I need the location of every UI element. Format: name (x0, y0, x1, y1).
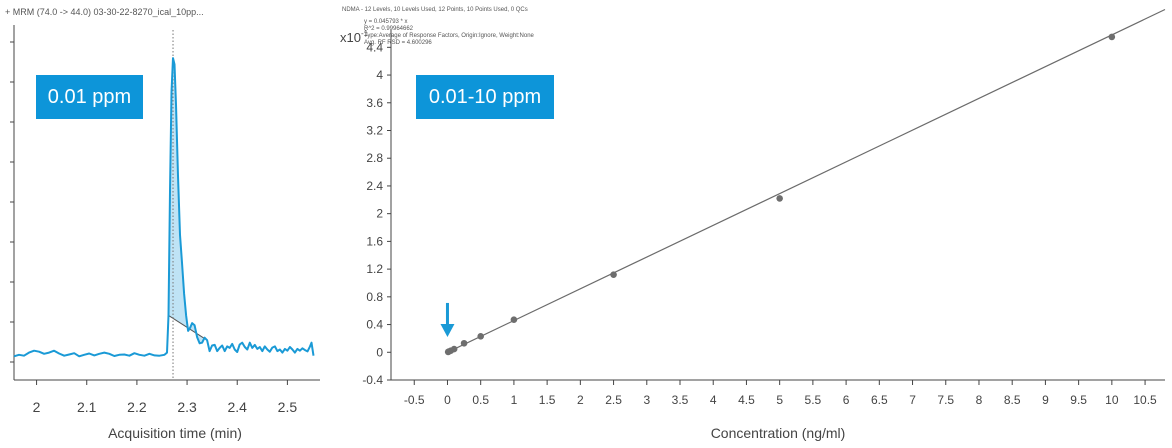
calibration-x-tick-label: 3.5 (672, 393, 689, 407)
chromatogram-x-axis-label: Acquisition time (min) (108, 425, 242, 441)
arrow-marker-head (440, 323, 455, 337)
y-multiplier-exponent: -1 (361, 29, 369, 38)
calibration-x-tick-label: 10.5 (1133, 393, 1157, 407)
calibration-x-tick-label: 6 (843, 393, 850, 407)
calibration-y-tick-label: 4 (376, 68, 383, 82)
calibration-point (477, 333, 484, 340)
y-multiplier: x10-1 (340, 29, 369, 45)
chromatogram-x-tick-label: 2.3 (177, 399, 197, 415)
calibration-point (460, 339, 468, 347)
calibration-x-tick-label: 5.5 (805, 393, 822, 407)
fit-equation: y = 0.045793 * x (364, 19, 408, 25)
calibration-y-tick-label: 2.8 (366, 151, 383, 165)
calibration-y-tick-label: -0.4 (362, 373, 383, 387)
calibration-y-tick-label: 1.2 (366, 262, 383, 276)
calibration-x-tick-label: 6.5 (871, 393, 888, 407)
calibration-x-tick-label: 3 (643, 393, 650, 407)
fit-type: Type:Average of Response Factors, Origin… (364, 33, 535, 39)
calibration-y-tick-label: 2.4 (366, 179, 383, 193)
calibration-chart: NDMA - 12 Levels, 10 Levels Used, 12 Poi… (340, 7, 1166, 441)
calibration-y-tick-label: 0 (376, 345, 383, 359)
chromatogram-chart: + MRM (74.0 -> 44.0) 03-30-22-8270_ical_… (5, 7, 320, 441)
calibration-x-tick-label: 9.5 (1070, 393, 1087, 407)
calibration-x-tick-label: 10 (1105, 393, 1119, 407)
calibration-y-tick-label: 0.8 (366, 290, 383, 304)
calibration-x-tick-label: 7.5 (937, 393, 954, 407)
calibration-y-tick-label: 1.6 (366, 234, 383, 248)
calibration-y-tick-label: 2 (376, 207, 383, 221)
calibration-x-tick-label: 1.5 (539, 393, 556, 407)
calibration-y-tick-label: 0.4 (366, 318, 383, 332)
calibration-x-tick-label: 1 (511, 393, 518, 407)
calibration-x-tick-label: 4.5 (738, 393, 755, 407)
calibration-point (610, 271, 617, 278)
calibration-x-tick-label: 5 (776, 393, 783, 407)
chromatogram-title: + MRM (74.0 -> 44.0) 03-30-22-8270_ical_… (5, 7, 204, 17)
calibration-y-tick-label: 3.6 (366, 96, 383, 110)
concentration-badge-left: 0.01 ppm (36, 75, 143, 119)
chromatogram-x-tick-label: 2.2 (127, 399, 147, 415)
integrated-peak-area (168, 58, 208, 344)
calibration-x-tick-label: -0.5 (404, 393, 425, 407)
calibration-y-tick-label: 3.2 (366, 123, 383, 137)
chromatogram-x-tick-label: 2.5 (278, 399, 298, 415)
calibration-x-tick-label: 8.5 (1004, 393, 1021, 407)
calibration-point (776, 195, 783, 202)
calibration-point (1108, 33, 1116, 41)
calibration-x-tick-label: 2.5 (605, 393, 622, 407)
calibration-x-tick-label: 0 (444, 393, 451, 407)
calibration-x-axis-label: Concentration (ng/ml) (711, 425, 846, 441)
calibration-x-tick-label: 9 (1042, 393, 1049, 407)
calibration-title: NDMA - 12 Levels, 10 Levels Used, 12 Poi… (342, 7, 528, 13)
chromatogram-x-tick-label: 2.1 (77, 399, 97, 415)
calibration-y-tick-label: 4.4 (366, 40, 383, 54)
calibration-x-tick-label: 7 (909, 393, 916, 407)
y-multiplier-base: x10 (340, 30, 361, 45)
calibration-x-tick-label: 0.5 (472, 393, 489, 407)
calibration-x-tick-label: 2 (577, 393, 584, 407)
calibration-x-tick-label: 8 (976, 393, 983, 407)
chromatogram-trace (13, 57, 315, 358)
fit-rsd: Avg. RF RSD = 4.600296 (364, 40, 432, 46)
chromatogram-x-tick-label: 2 (33, 399, 41, 415)
chromatogram-x-tick-label: 2.4 (227, 399, 247, 415)
calibration-point (510, 316, 518, 324)
regression-line (447, 8, 1166, 353)
concentration-badge-right: 0.01-10 ppm (416, 75, 554, 119)
fit-r-squared: R^2 = 0.99964662 (364, 26, 414, 32)
calibration-x-tick-label: 4 (710, 393, 717, 407)
calibration-point (450, 345, 458, 353)
